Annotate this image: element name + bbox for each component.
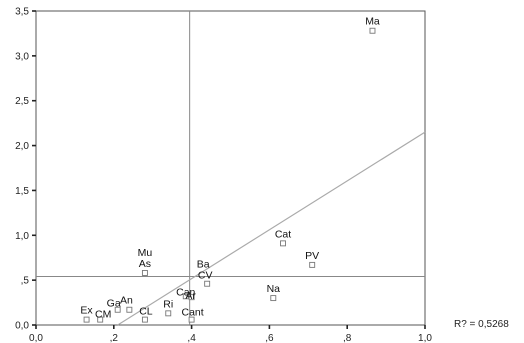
data-point-marker: [141, 316, 148, 323]
plot-area-border: [35, 10, 426, 326]
data-point-marker: [126, 306, 133, 313]
data-point-label: Ma: [365, 16, 380, 28]
reference-lines: [36, 11, 425, 325]
data-point-marker: [165, 310, 172, 317]
data-point-marker: [204, 280, 211, 287]
data-point-marker: [97, 316, 104, 323]
x-tick-label: ,6: [265, 333, 274, 343]
data-point-label: Ga: [107, 298, 121, 310]
y-tick-label: 2,5: [15, 96, 29, 107]
data-point-label: CV: [198, 270, 213, 282]
data-point-label: Na: [267, 283, 281, 295]
regression-line: [117, 131, 426, 326]
data-point-label: Ri: [163, 298, 173, 310]
data-point-marker: [188, 294, 195, 301]
x-tick-label: ,4: [187, 333, 196, 343]
data-point-label: Cant: [182, 307, 204, 319]
data-point-label: CL: [139, 306, 153, 318]
data-point-marker: [114, 306, 121, 313]
data-point-label: Cat: [275, 228, 291, 240]
y-tick-label: 3,0: [15, 51, 29, 62]
data-point-marker: [182, 293, 189, 300]
data-point-label: PV: [305, 250, 319, 262]
y-tick-label: ,5: [21, 276, 30, 287]
r-squared-label: R? = 0,5268: [454, 319, 509, 330]
x-tick-label: 0,0: [29, 333, 43, 343]
y-tick-label: 0,0: [15, 321, 29, 332]
data-point-marker: [369, 27, 376, 34]
data-point-label: CM: [95, 309, 111, 321]
y-tick-label: 3,5: [15, 7, 29, 18]
y-tick-label: 1,5: [15, 186, 29, 197]
y-tick-label: 1,0: [15, 231, 29, 242]
data-point-label: Ar: [185, 290, 196, 302]
x-tick-label: 1,0: [418, 333, 432, 343]
data-point-marker: [309, 261, 316, 268]
x-tick-label: ,8: [343, 333, 352, 343]
data-point-marker: [280, 240, 286, 247]
data-point-label: Ex: [80, 305, 93, 317]
y-tick-label: 2,0: [15, 141, 29, 152]
x-axis: 0,0 ,2 ,4 ,6 ,8 1,0: [29, 325, 432, 343]
data-point-marker: [270, 295, 277, 302]
data-point-marker: [141, 270, 148, 276]
plot-frame: [35, 10, 426, 326]
data-point-marker: [83, 316, 90, 323]
y-axis: 0,0 ,5 1,0 1,5 2,0 2,5 3,0 3,5: [15, 7, 36, 332]
data-point-label: Ba: [197, 259, 210, 271]
data-point-marker: [188, 316, 195, 323]
data-point-label: As: [139, 258, 151, 270]
data-point-label: Mu: [138, 247, 153, 259]
x-tick-label: ,2: [110, 333, 119, 343]
regression-line-group: [117, 131, 426, 326]
data-point-label: An: [120, 295, 133, 307]
